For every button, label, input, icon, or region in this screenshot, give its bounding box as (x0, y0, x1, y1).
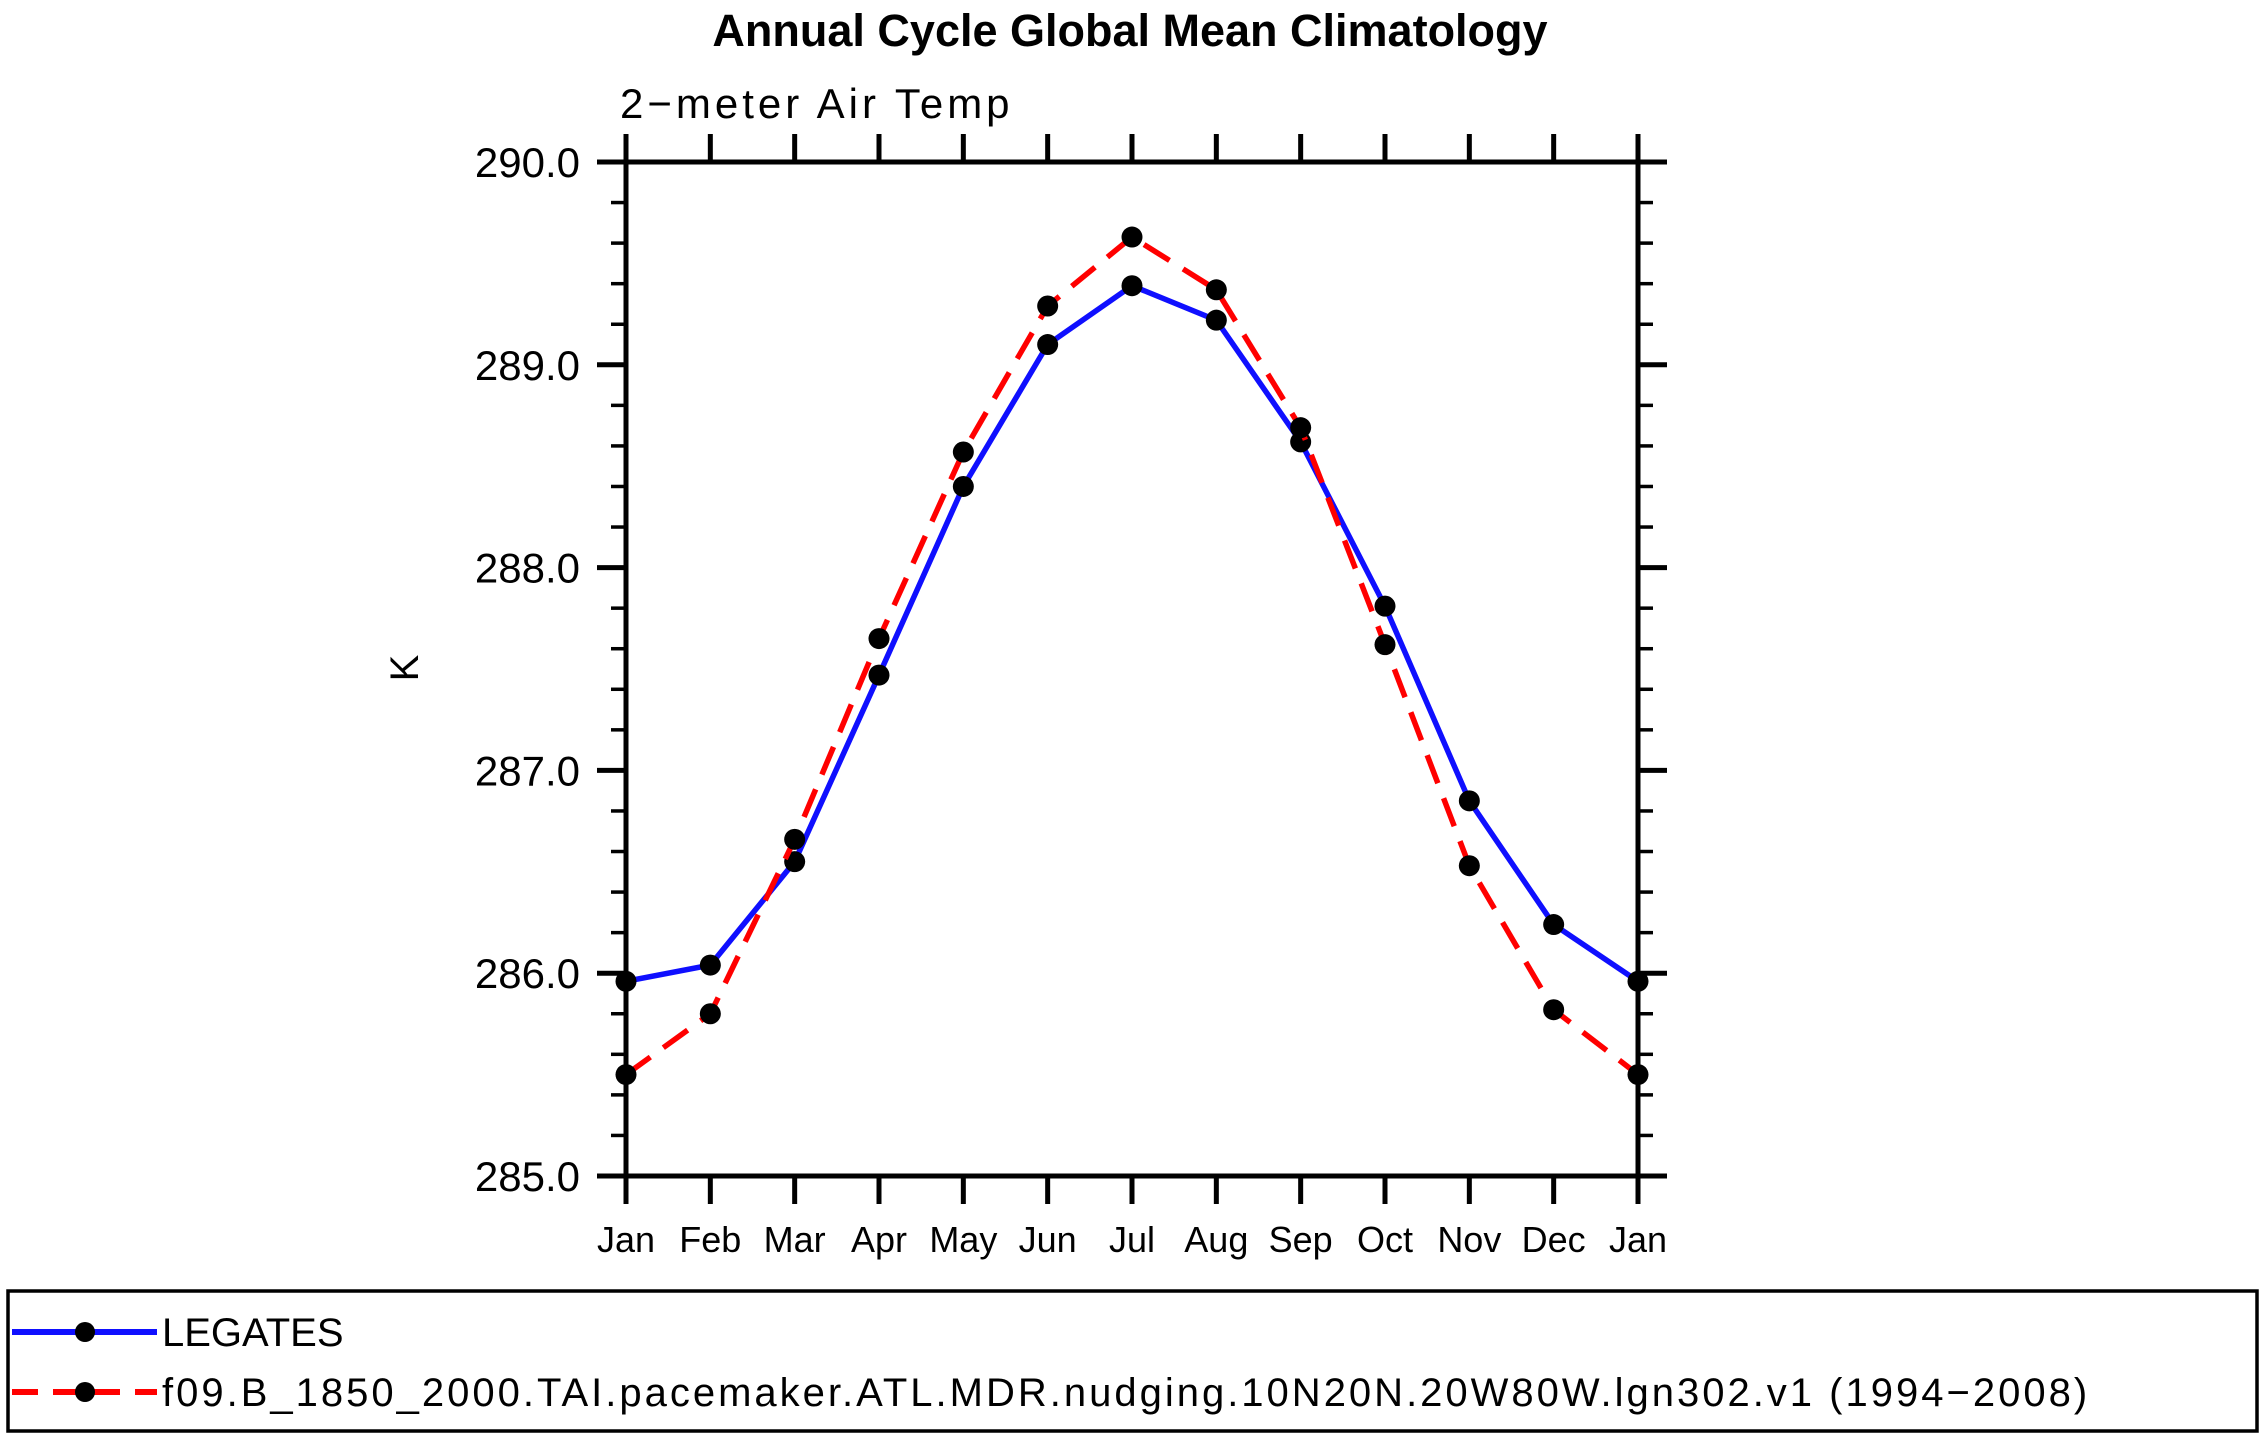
data-point-marker (1458, 790, 1480, 812)
data-point-marker (1121, 226, 1143, 248)
x-tick-label: Jun (1019, 1219, 1077, 1260)
x-tick-label: Dec (1522, 1219, 1586, 1260)
data-point-marker (868, 628, 890, 650)
data-point-marker (1374, 595, 1396, 617)
legend-label-legates: LEGATES (162, 1311, 344, 1355)
x-tick-label: Jan (597, 1219, 655, 1260)
plot-axes: Jan Feb Mar Apr May Jun Jul Aug Sep Oct Nov Dec Jan 2… (475, 134, 1667, 1260)
data-point-marker (1627, 1064, 1649, 1086)
data-point-marker (699, 954, 721, 976)
x-tick-label: Apr (851, 1219, 907, 1260)
data-point-marker (615, 970, 637, 992)
data-point-marker (1037, 334, 1059, 356)
plot-frame (623, 159, 1641, 1179)
data-point-marker (1374, 634, 1396, 656)
data-point-marker (784, 828, 806, 850)
data-point-marker (699, 1003, 721, 1025)
x-tick-label: Sep (1269, 1219, 1333, 1260)
data-point-marker (1290, 417, 1312, 439)
legend-marker-model (75, 1382, 95, 1402)
y-tick-label: 289.0 (475, 342, 580, 389)
data-point-marker (1458, 855, 1480, 877)
data-point-marker (1627, 970, 1649, 992)
data-point-marker (1037, 295, 1059, 317)
y-axis-label: K (383, 654, 427, 681)
data-point-marker (615, 1064, 637, 1086)
data-point-marker (1543, 999, 1565, 1021)
x-tick-label: Nov (1437, 1219, 1501, 1260)
x-tick-label: May (929, 1219, 997, 1260)
y-tick-label: 287.0 (475, 747, 580, 794)
series-line-1 (624, 233, 1640, 1077)
x-tick-label: Mar (764, 1219, 826, 1260)
data-point-marker (1205, 309, 1227, 331)
legend-border (6, 1289, 2259, 1433)
data-point-marker (1121, 275, 1143, 297)
legend-label-model: f09.B_1850_2000.TAI.pacemaker.ATL.MDR.nu… (162, 1371, 2090, 1415)
x-tick-label: Jan (1609, 1219, 1667, 1260)
chart-subtitle: 2−meter Air Temp (620, 80, 1014, 127)
legend: LEGATES f09.B_1850_2000.TAI.pacemaker.AT… (6, 1289, 2259, 1433)
y-tick-label: 290.0 (475, 139, 580, 186)
data-point-marker (1205, 279, 1227, 301)
x-tick-label: Feb (679, 1219, 741, 1260)
data-series (615, 226, 1649, 1086)
legend-marker-legates (75, 1322, 95, 1342)
x-tick-label: Jul (1109, 1219, 1155, 1260)
chart-title: Annual Cycle Global Mean Climatology (712, 5, 1547, 56)
y-tick-label: 285.0 (475, 1153, 580, 1200)
data-point-marker (952, 441, 974, 463)
data-point-marker (1543, 914, 1565, 936)
data-point-marker (868, 664, 890, 686)
data-point-marker (952, 475, 974, 497)
y-tick-label: 286.0 (475, 950, 580, 997)
y-tick-label: 288.0 (475, 545, 580, 592)
x-tick-label: Aug (1184, 1219, 1248, 1260)
x-tick-label: Oct (1357, 1219, 1413, 1260)
